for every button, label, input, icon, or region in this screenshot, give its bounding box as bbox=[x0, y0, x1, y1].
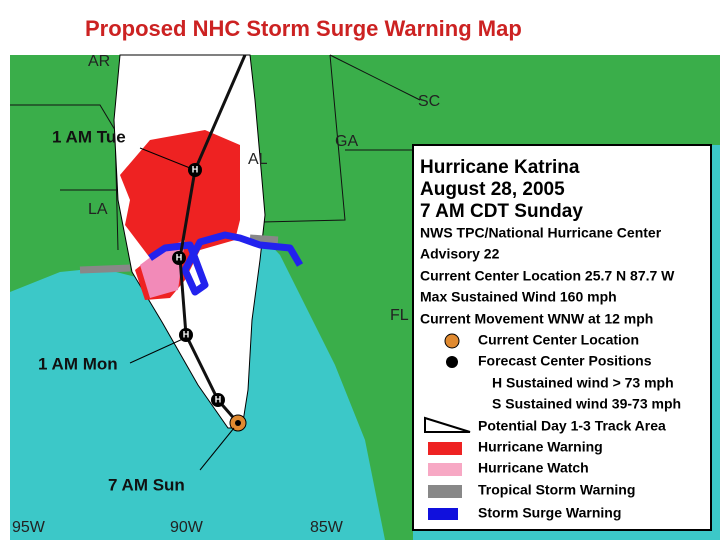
legend-item: Forecast Center Positions bbox=[478, 353, 652, 369]
legend-detail: Current Movement WNW at 12 mph bbox=[420, 311, 653, 327]
leader-line bbox=[199, 427, 235, 471]
legend-box bbox=[412, 144, 712, 531]
storm-surge-warning bbox=[148, 231, 304, 296]
legend: Hurricane Katrina August 28, 2005 7 AM C… bbox=[412, 144, 712, 531]
forecast-position bbox=[188, 163, 202, 177]
state-label: GA bbox=[335, 133, 358, 150]
legend-item: Storm Surge Warning bbox=[478, 505, 621, 521]
legend-icon bbox=[428, 508, 458, 520]
annotation: 1 AM Tue bbox=[52, 127, 126, 146]
longitude-label: 85W bbox=[310, 519, 344, 536]
legend-heading: 7 AM CDT Sunday bbox=[420, 201, 583, 222]
legend-icon bbox=[428, 442, 462, 455]
legend-heading: August 28, 2005 bbox=[420, 179, 565, 200]
border bbox=[261, 54, 346, 223]
leader-line bbox=[139, 147, 191, 169]
storm-marker: H bbox=[176, 252, 183, 262]
title: Proposed NHC Storm Surge Warning Map bbox=[85, 16, 522, 41]
longitude-label: 95W bbox=[12, 519, 46, 536]
state-label: AL bbox=[248, 151, 268, 168]
longitude-label: 90W bbox=[170, 519, 204, 536]
legend-item: Current Center Location bbox=[478, 332, 639, 348]
tropical-storm-warning bbox=[79, 264, 131, 274]
legend-item: S Sustained wind 39-73 mph bbox=[492, 396, 681, 412]
legend-item: Tropical Storm Warning bbox=[478, 482, 635, 498]
storm-marker: H bbox=[183, 329, 190, 339]
legend-item: Hurricane Warning bbox=[478, 439, 603, 455]
forecast-position bbox=[172, 251, 186, 265]
legend-detail: Current Center Location 25.7 N 87.7 W bbox=[420, 268, 675, 284]
legend-icon bbox=[428, 463, 462, 476]
legend-detail: Max Sustained Wind 160 mph bbox=[420, 289, 617, 305]
legend-detail: NWS TPC/National Hurricane Center bbox=[420, 225, 662, 241]
annotation: 7 AM Sun bbox=[108, 475, 185, 494]
tropical-storm-warning bbox=[249, 234, 279, 244]
legend-item: Hurricane Watch bbox=[478, 460, 589, 476]
state-label: FL bbox=[390, 307, 409, 324]
legend-icon bbox=[424, 416, 471, 433]
storm-marker: H bbox=[192, 164, 199, 174]
legend-detail: Advisory 22 bbox=[420, 246, 500, 262]
state-label: SC bbox=[418, 93, 440, 110]
legend-icon bbox=[428, 485, 462, 498]
leader-line bbox=[129, 337, 186, 364]
state-label: AR bbox=[88, 53, 110, 70]
legend-icon bbox=[444, 333, 460, 349]
storm-marker: H bbox=[215, 394, 222, 404]
forecast-position bbox=[211, 393, 225, 407]
legend-icon bbox=[446, 356, 458, 368]
forecast-position bbox=[179, 328, 193, 342]
border bbox=[329, 54, 421, 101]
legend-heading: Hurricane Katrina bbox=[420, 157, 580, 178]
current-center-dot bbox=[235, 420, 241, 426]
legend-item: H Sustained wind > 73 mph bbox=[492, 375, 674, 391]
annotation: 1 AM Mon bbox=[38, 354, 118, 373]
legend-item: Potential Day 1-3 Track Area bbox=[478, 418, 666, 434]
state-label: LA bbox=[88, 201, 108, 218]
